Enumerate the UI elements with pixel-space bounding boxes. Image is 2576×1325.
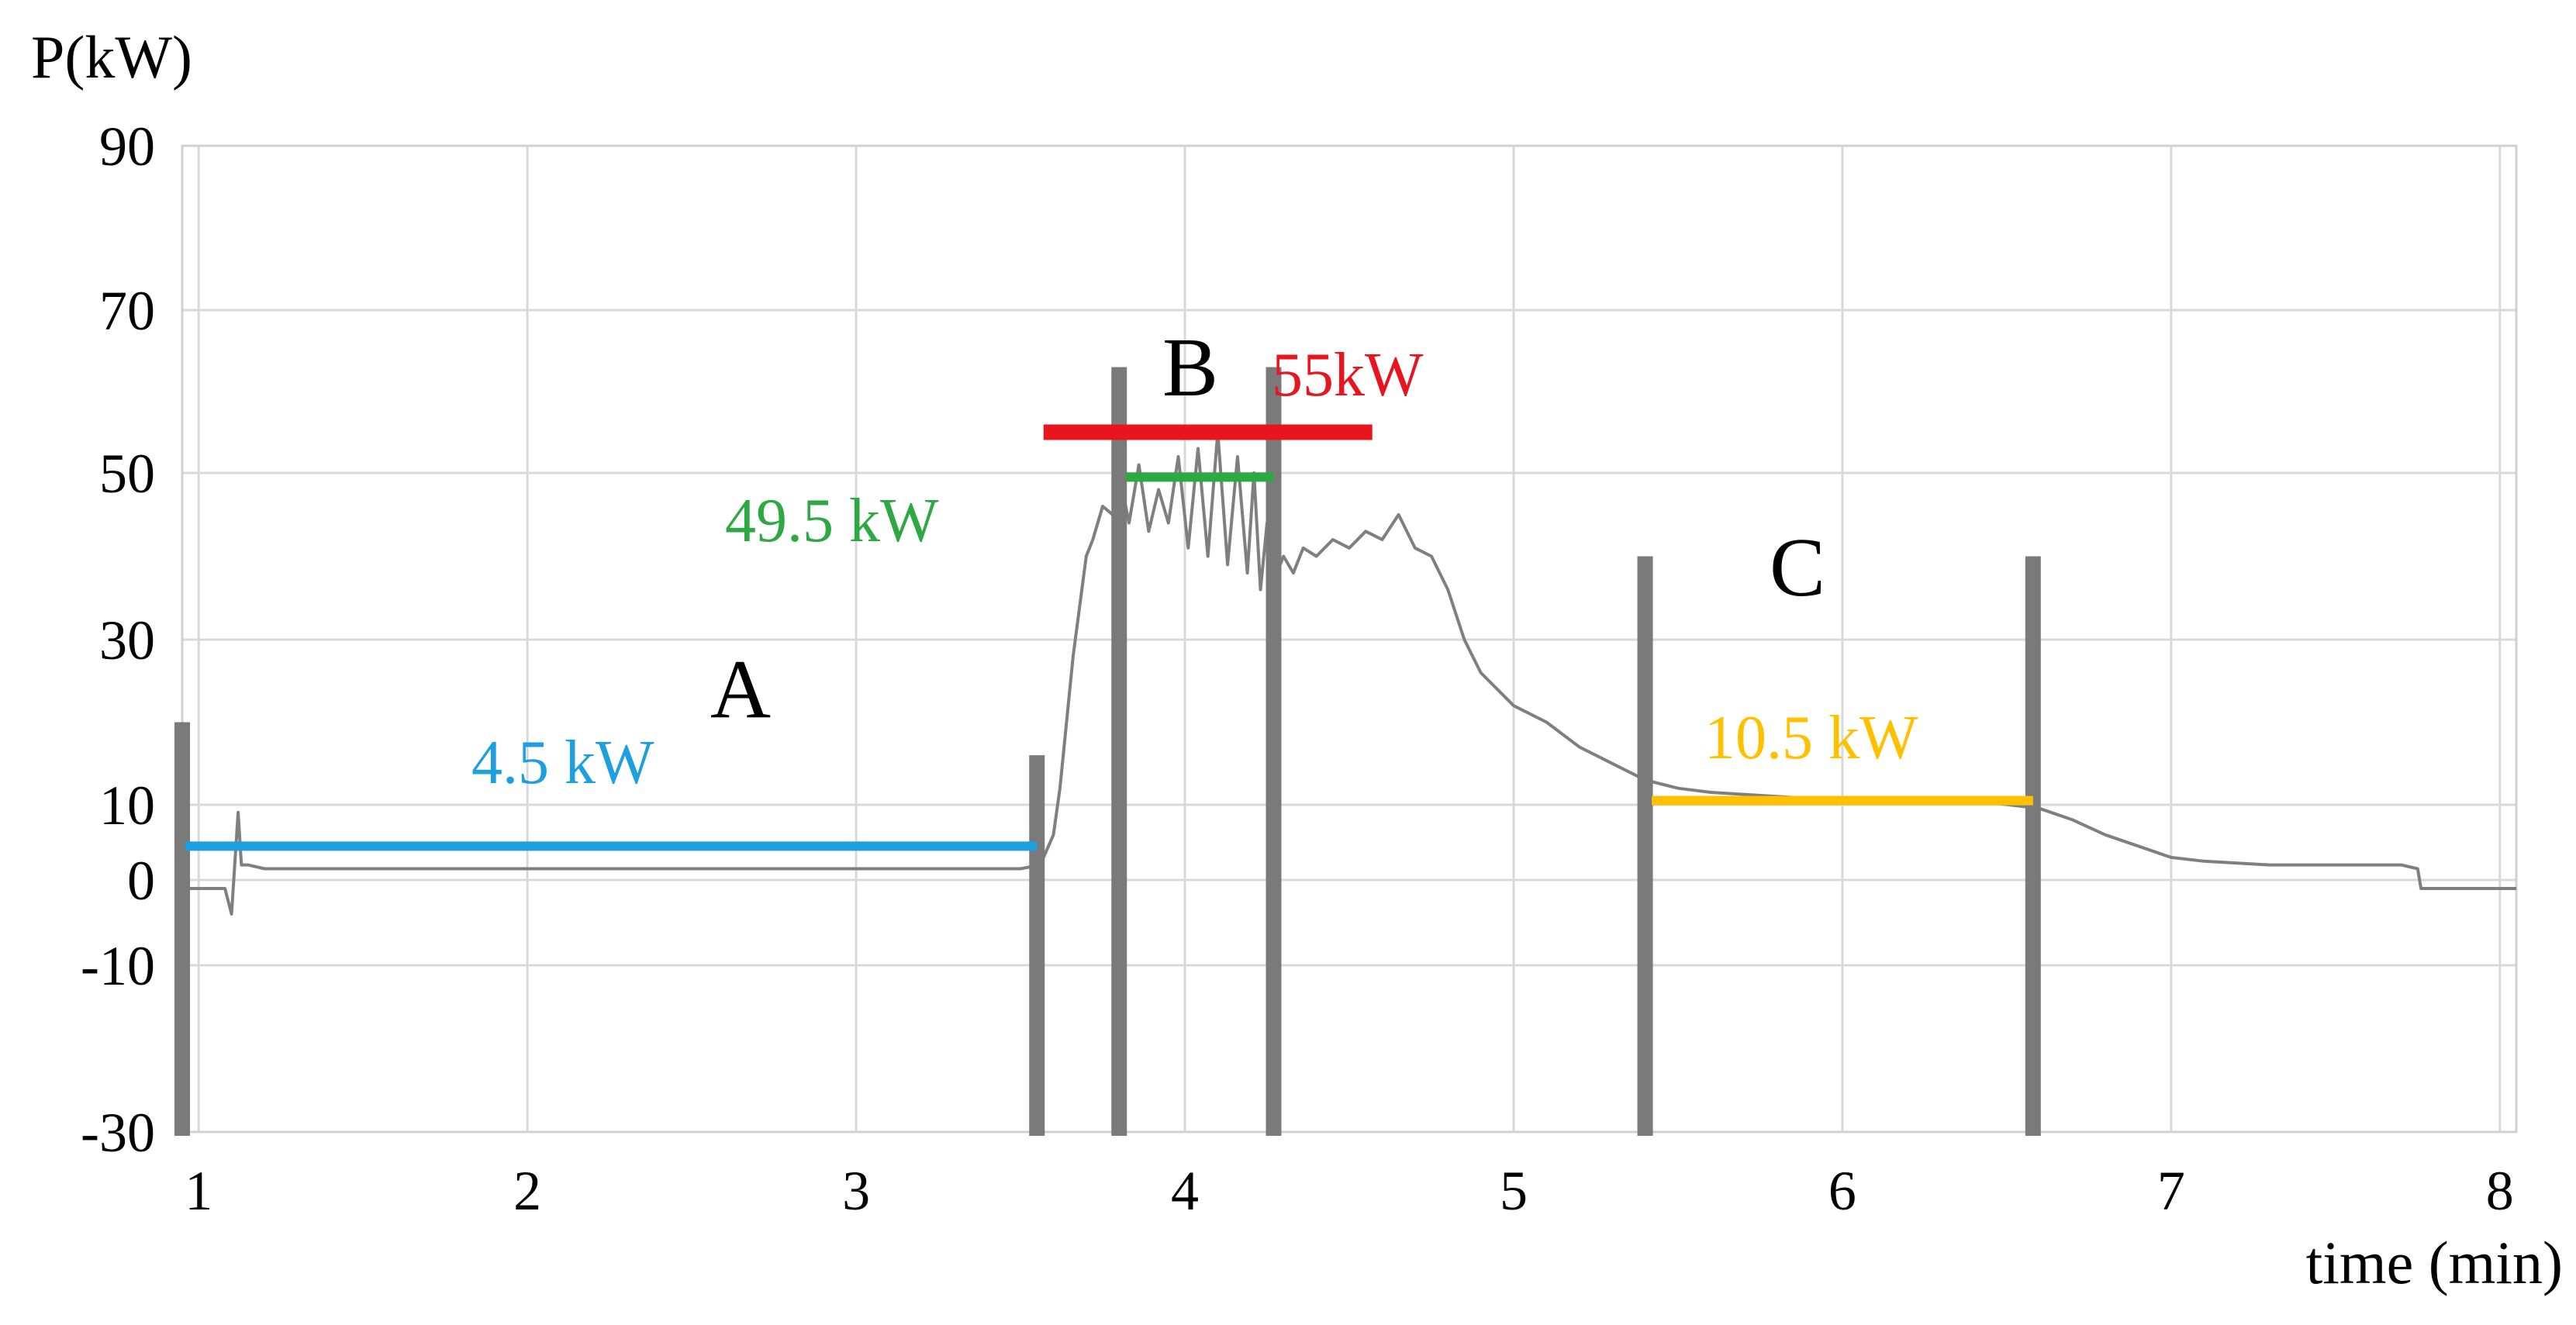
y-tick-label: 90 — [99, 116, 155, 178]
x-tick-label: 1 — [185, 1160, 212, 1222]
y-tick-label: 0 — [127, 850, 155, 912]
y-tick-label: 50 — [99, 443, 155, 505]
x-tick-label: 5 — [1500, 1160, 1528, 1222]
level-label-blue: 4.5 kW — [471, 729, 654, 797]
y-tick-label: 70 — [99, 280, 155, 342]
x-tick-label: 6 — [1828, 1160, 1856, 1222]
x-tick-label: 4 — [1171, 1160, 1199, 1222]
grid-layer — [181, 144, 2518, 1133]
y-axis-title: P(kW) — [31, 23, 192, 91]
y-tick-label: 10 — [99, 775, 155, 837]
level-label-orange: 10.5 kW — [1704, 704, 1918, 772]
x-tick-label: 3 — [842, 1160, 870, 1222]
level-label-red: 55kW — [1272, 341, 1424, 409]
overlay-layer — [174, 367, 2041, 1136]
region-label-c: C — [1770, 522, 1825, 614]
x-axis-title: time (min) — [2306, 1229, 2563, 1296]
plot-frame — [181, 144, 2518, 1133]
text-layer: 90 70 50 30 10 0 -10 -30 1 2 3 4 5 6 7 8 P(kW) time (min)… — [31, 23, 2563, 1296]
x-tick-label: 7 — [2157, 1160, 2185, 1222]
x-tick-label: 2 — [513, 1160, 541, 1222]
y-tick-label: -30 — [81, 1102, 155, 1164]
y-tick-label: -10 — [81, 935, 155, 997]
x-tick-label: 8 — [2486, 1160, 2514, 1222]
region-label-b: B — [1162, 322, 1218, 414]
level-label-green: 49.5 kW — [725, 487, 939, 555]
region-label-a: A — [710, 644, 771, 736]
y-tick-label: 30 — [99, 609, 155, 671]
